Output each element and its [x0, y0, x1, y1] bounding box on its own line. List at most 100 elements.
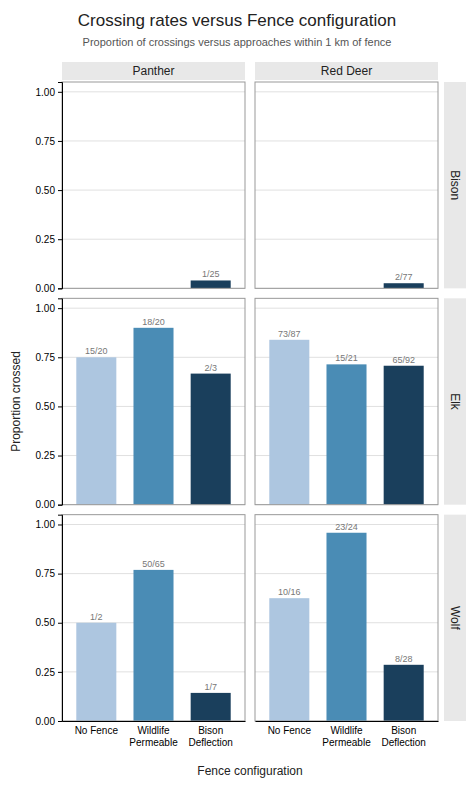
y-tick-label: 0.75 [36, 352, 56, 363]
data-label: 50/65 [142, 559, 165, 569]
column-strip: Panther [62, 62, 245, 80]
y-axis: 0.000.250.500.751.00 [36, 83, 63, 295]
bar [269, 598, 309, 721]
data-label: 15/20 [85, 346, 108, 356]
bar [133, 328, 173, 505]
x-tick-label-line: Permeable [129, 737, 178, 748]
y-tick-mark [58, 456, 62, 457]
grid [255, 92, 438, 289]
panel: 73/8715/2165/92 [255, 298, 438, 504]
grid-line [62, 524, 245, 525]
y-tick: 0.00 [36, 499, 62, 510]
x-axis: No FenceWildlifePermeableBisonDeflection [256, 721, 439, 748]
bar [191, 693, 231, 721]
panel: 1/250.000.250.500.751.00 [36, 82, 245, 294]
bar [384, 366, 424, 505]
data-labels: 73/8715/2165/92 [278, 329, 415, 365]
grid-line [255, 91, 438, 92]
data-label: 2/77 [395, 272, 413, 282]
y-tick-mark [58, 524, 62, 525]
column-strip-bg [255, 62, 438, 80]
x-tick-label-line: Bison [198, 725, 223, 736]
plot-frame [255, 298, 438, 504]
y-tick-mark [58, 505, 62, 506]
data-label: 10/16 [278, 587, 301, 597]
y-tick: 1.00 [36, 87, 62, 98]
bar [326, 533, 366, 721]
subtitle: Proportion of crossings versus approache… [83, 36, 392, 48]
bars [384, 283, 424, 288]
grid [62, 92, 245, 289]
y-tick-mark [58, 721, 62, 722]
y-tick-label: 1.00 [36, 519, 56, 530]
y-tick: 0.50 [36, 401, 62, 412]
data-labels: 1/25 [202, 269, 220, 279]
bars [269, 533, 423, 721]
y-tick: 0.25 [36, 667, 62, 678]
y-axis: 0.00 0.25 0.50 0.75 1.00 [36, 515, 63, 727]
y-tick-label: 0.50 [36, 401, 56, 412]
grid-line [255, 140, 438, 141]
y-tick: 0.00 [36, 716, 62, 727]
y-tick-mark [58, 288, 62, 289]
y-tick-label: 0.50 [36, 617, 56, 628]
column-label: Red Deer [321, 64, 372, 78]
panel: 2/77 [255, 82, 438, 288]
y-tick: 0.00 [36, 283, 62, 294]
y-tick-mark [58, 92, 62, 93]
bar [76, 623, 116, 721]
plot-frame [62, 515, 245, 721]
y-tick-mark [58, 623, 62, 624]
x-tick-label: WildlifePermeable [322, 725, 371, 748]
y-tick: 0.25 [36, 234, 62, 245]
x-axis-line [63, 721, 246, 722]
bars [191, 280, 231, 288]
grid-line [255, 190, 438, 191]
data-label: 2/3 [204, 363, 217, 373]
grid [255, 308, 438, 505]
x-tick: No Fence [75, 721, 119, 736]
bars [269, 340, 423, 505]
row-strip: Elk [444, 298, 466, 504]
y-tick-mark [58, 357, 62, 358]
y-tick-mark [58, 406, 62, 407]
y-tick-mark [58, 141, 62, 142]
chart: Crossing rates versus Fence configuratio… [0, 0, 474, 789]
data-label: 18/20 [142, 317, 165, 327]
bar [191, 280, 231, 288]
bar [384, 283, 424, 288]
x-tick-label-line: Permeable [322, 737, 371, 748]
y-axis: 0.000.250.500.751.00 [36, 299, 63, 511]
y-axis-line [58, 515, 63, 721]
y-tick: 1.00 [36, 519, 62, 530]
grid [62, 308, 245, 505]
x-tick: WildlifePermeable [129, 721, 178, 748]
plot-frame [62, 298, 245, 504]
grid-line [255, 308, 438, 309]
y-tick: 0.50 [36, 617, 62, 628]
y-tick-label: 0.00 [36, 716, 56, 727]
panel: 1/250/651/70.000.250.500.751.00No FenceW… [36, 515, 246, 748]
y-tick-mark [58, 239, 62, 240]
x-tick-label: No Fence [75, 725, 119, 736]
row-label: Elk [448, 393, 462, 411]
y-tick: 0.75 [36, 352, 62, 363]
panel: 10/1623/248/28 No FenceWildlifePermeableB… [255, 515, 439, 748]
x-axis-line [256, 721, 439, 722]
y-tick-label: 0.25 [36, 667, 56, 678]
y-axis-title: Proportion crossed [9, 351, 23, 452]
y-tick: 0.25 [36, 450, 62, 461]
data-labels: 10/1623/248/28 [278, 522, 412, 664]
bar [191, 374, 231, 505]
y-tick-label: 0.00 [36, 499, 56, 510]
grid-line [62, 190, 245, 191]
y-tick: 0.75 [36, 568, 62, 579]
row-strip-bg [444, 298, 466, 504]
data-label: 1/25 [202, 269, 220, 279]
row-strip-bg [444, 515, 466, 721]
x-tick-label-line: Deflection [188, 737, 232, 748]
y-tick-label: 0.00 [36, 283, 56, 294]
data-label: 1/7 [204, 682, 217, 692]
y-tick-mark [58, 308, 62, 309]
data-label: 15/21 [335, 353, 358, 363]
